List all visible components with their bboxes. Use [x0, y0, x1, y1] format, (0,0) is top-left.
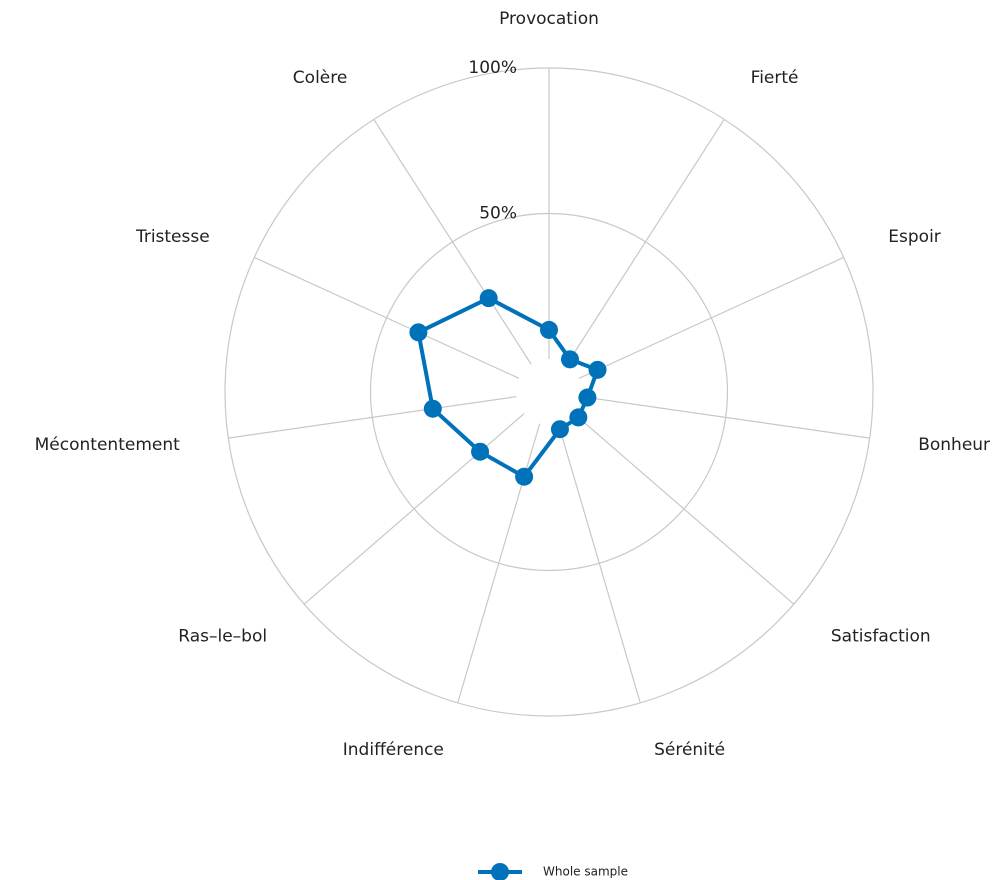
r-tick-label: 50% — [479, 204, 517, 224]
series-marker — [550, 420, 569, 439]
series-marker — [471, 442, 490, 461]
series-marker — [515, 467, 534, 486]
series-marker — [578, 388, 597, 407]
r-tick-label: 100% — [468, 58, 517, 78]
category-label: Sérénité — [654, 740, 725, 760]
spoke — [566, 119, 725, 365]
series-marker — [569, 408, 588, 427]
spoke — [228, 396, 517, 439]
spoke — [373, 119, 532, 365]
category-label: Mécontentement — [35, 435, 180, 455]
category-label: Espoir — [888, 227, 941, 247]
category-label: Tristesse — [135, 227, 210, 247]
series-marker — [479, 289, 498, 308]
spoke — [303, 413, 525, 605]
spoke — [457, 423, 541, 704]
spoke — [573, 413, 795, 605]
category-label: Bonheur — [918, 435, 990, 455]
series-line — [416, 296, 600, 479]
legend-marker — [491, 863, 509, 880]
category-label: Satisfaction — [831, 626, 931, 646]
series-marker — [540, 320, 558, 339]
spoke — [578, 256, 844, 379]
series-marker — [588, 360, 607, 379]
spoke — [581, 396, 870, 439]
category-label: Colère — [293, 68, 348, 88]
category-label: Provocation — [499, 9, 599, 29]
series-marker — [423, 399, 442, 418]
category-label: Fierté — [751, 68, 799, 88]
category-label: Indifférence — [343, 740, 444, 760]
legend-label: Whole sample — [543, 865, 628, 879]
series-marker — [560, 350, 579, 369]
category-label: Ras–le–bol — [178, 626, 267, 646]
spoke — [254, 256, 520, 379]
series-marker — [409, 323, 428, 342]
spoke — [557, 423, 641, 704]
